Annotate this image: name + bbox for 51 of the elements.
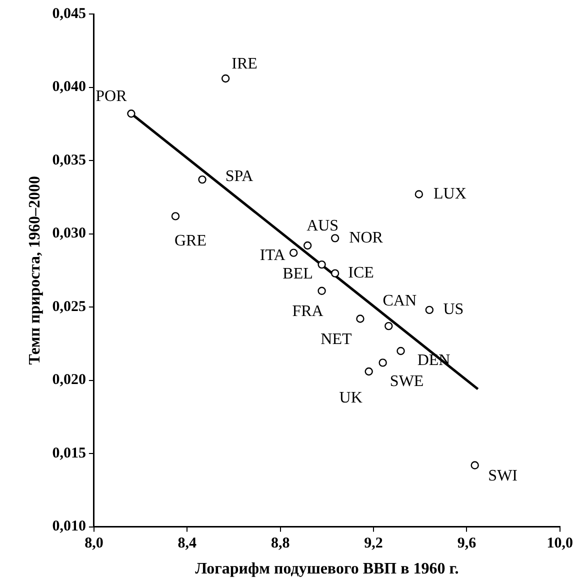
point [425,306,434,314]
point [318,260,326,269]
annotation: US [443,301,464,318]
y-tick-label: 0,020 [52,372,86,388]
point [384,322,393,330]
y-axis-title: Темп прироста, 1960–2000 [26,176,44,365]
y-tick-label: 0,015 [52,445,86,462]
annotation: NET [320,330,352,348]
point [414,190,424,198]
point [171,212,180,220]
point [396,346,405,356]
annotation: LUX [433,185,467,202]
point [221,74,230,83]
x-tick-label: 8,0 [84,536,104,552]
point [198,175,206,184]
annotation: FRA [292,303,324,320]
point [364,367,373,376]
x-tick-label: 9,2 [364,536,383,552]
y-tick-label: 0,045 [52,6,86,22]
annotation: ICE [348,264,374,282]
annotation: GRE [174,232,206,250]
annotation: SWI [488,467,518,484]
x-tick-label: 8,4 [178,536,198,552]
y-tick-label: 0,035 [52,152,86,168]
point [290,248,298,257]
point [330,269,340,278]
point [330,234,340,242]
annotation: NOR [349,229,384,246]
point [303,241,312,250]
x-tick-label: 9,6 [457,536,477,552]
y-tick-label: 0,040 [52,79,86,96]
y-tick-label: 0,010 [52,518,86,535]
annotation: POR [96,88,128,105]
x-tick-label: 8,8 [270,536,290,552]
annotation: AUS [306,218,339,235]
point [356,314,364,323]
point [318,286,326,296]
y-tick-label: 0,025 [52,298,86,315]
y-tick-label: 0,030 [52,226,86,242]
annotation: UK [339,390,363,407]
point [127,110,136,118]
annotation: ITA [260,247,286,264]
annotation: BEL [282,266,313,283]
annotation: SPA [225,168,254,185]
x-axis-title: Логарифм подушевого ВВП в 1960 г. [195,560,459,578]
x-tick-label: 10,0 [546,536,573,552]
annotation: IRE [232,56,258,73]
annotation: SWE [390,372,424,390]
point [470,461,479,470]
point [378,358,387,367]
annotation: CAN [382,292,417,310]
